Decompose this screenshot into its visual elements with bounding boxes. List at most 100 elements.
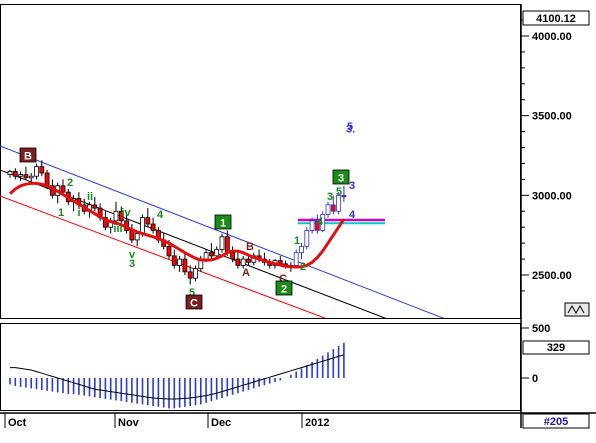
candle-up [336, 194, 342, 212]
candle-down [145, 217, 151, 225]
x-tick-label: Dec [211, 417, 231, 429]
wave-label-text: 3 [338, 173, 344, 185]
x-tick-label: Nov [118, 417, 140, 429]
wave-label-text: v [129, 249, 136, 261]
scale-toggle-icon [564, 302, 590, 317]
candle-up [309, 220, 315, 231]
projection-label: 3. [346, 123, 355, 135]
candle-down [235, 258, 241, 266]
wave-label-text: 1 [294, 235, 300, 247]
candle-up [134, 233, 140, 241]
candle-down [103, 217, 108, 228]
wave-label-text: 5 [347, 121, 353, 133]
wave-label-text: 4 [317, 216, 324, 228]
candle-down [208, 252, 214, 257]
wave-label-box [185, 294, 203, 310]
candle-up [18, 174, 24, 177]
candle-up [28, 175, 34, 179]
y-tick-label: 4000.00 [532, 31, 572, 43]
wave-label-text: 4 [157, 209, 164, 221]
candle-down [224, 236, 230, 254]
x-tick-label: 2012 [305, 417, 329, 429]
wave-label-text: 3 [129, 258, 135, 270]
wave-label-text: 3 [349, 180, 355, 192]
candle-down [330, 204, 336, 212]
y-tick-label: 3000.00 [532, 190, 572, 202]
oscillator-panel [0, 323, 521, 411]
wave-label-box [214, 214, 232, 230]
candle-up [320, 214, 326, 231]
wave-label-text: 1 [220, 218, 226, 230]
wave-label-text: B [246, 241, 254, 253]
candle-down [39, 166, 45, 174]
wave-label-text: 2 [67, 177, 73, 189]
bar-count-box [522, 413, 590, 429]
wave-label-text: 2 [300, 261, 306, 273]
x-tick-label: Oct [8, 417, 27, 429]
wave-label-text: 2 [281, 284, 287, 296]
osc-value-label: 329 [547, 342, 565, 354]
candle-down [150, 223, 156, 231]
wave-label-text: i [77, 207, 80, 219]
candle-up [325, 204, 331, 215]
candle-down [92, 204, 98, 209]
wave-label-box [332, 169, 350, 185]
candle-up [193, 268, 198, 279]
candle-up [177, 258, 183, 266]
candle-up [34, 166, 39, 177]
candle-down [341, 194, 347, 198]
wave-label-text: ii [87, 191, 93, 203]
osc-y-tick-label: 500 [532, 323, 550, 335]
candle-up [219, 236, 225, 250]
y-tick-label: 2500.00 [532, 270, 572, 282]
candle-up [7, 171, 13, 176]
moving-average-line [9, 181, 346, 269]
bar-count-label: #205 [544, 416, 568, 428]
candle-up [240, 258, 246, 266]
wave-label-box [19, 147, 37, 163]
moving-average [9, 181, 346, 269]
wave-label-text: C [190, 298, 198, 310]
wave-label-text: A [242, 267, 250, 279]
wave-label-text: C [279, 273, 287, 285]
candle-down [60, 185, 66, 193]
candle-down [230, 252, 236, 260]
candle-down [246, 258, 251, 263]
y-tick-label: 3500.00 [532, 111, 572, 123]
candle-down [314, 220, 320, 231]
candle-down [187, 271, 193, 279]
wave-label-text: iii [113, 223, 122, 235]
wave-label-text: 5 [336, 186, 342, 198]
signal-line [10, 354, 345, 400]
candle-down [12, 171, 18, 177]
oscillator [9, 342, 345, 409]
candle-up [214, 249, 220, 257]
wave-label-text: B [24, 151, 32, 163]
candle-up [113, 210, 119, 222]
candle-down [171, 255, 177, 266]
wave-label-box [275, 280, 293, 296]
candle-up [140, 217, 145, 234]
candle-down [182, 258, 188, 273]
scale-toggle-glyph [567, 304, 585, 315]
last-price-box [522, 10, 590, 26]
price-panel [0, 4, 521, 319]
wave-label-text: 1 [58, 207, 64, 219]
candle-up [203, 252, 209, 260]
candle-down [23, 174, 29, 179]
channel-upper-line [0, 145, 445, 318]
candle-down [166, 245, 172, 257]
osc-value-box [522, 340, 590, 355]
axes: 4000.00 3500.00 3000.00 2500.00 4100.12 500 0 3… [4, 10, 590, 429]
candle-up [293, 252, 299, 266]
osc-y-tick-label: 0 [532, 373, 538, 385]
wave-label-text: 3 [327, 191, 333, 203]
candle-up [304, 229, 310, 247]
candle-up [299, 245, 304, 254]
wave-label-text: 5 [189, 287, 195, 299]
wave-label-text: 4 [349, 209, 356, 221]
candle-down [118, 210, 124, 222]
